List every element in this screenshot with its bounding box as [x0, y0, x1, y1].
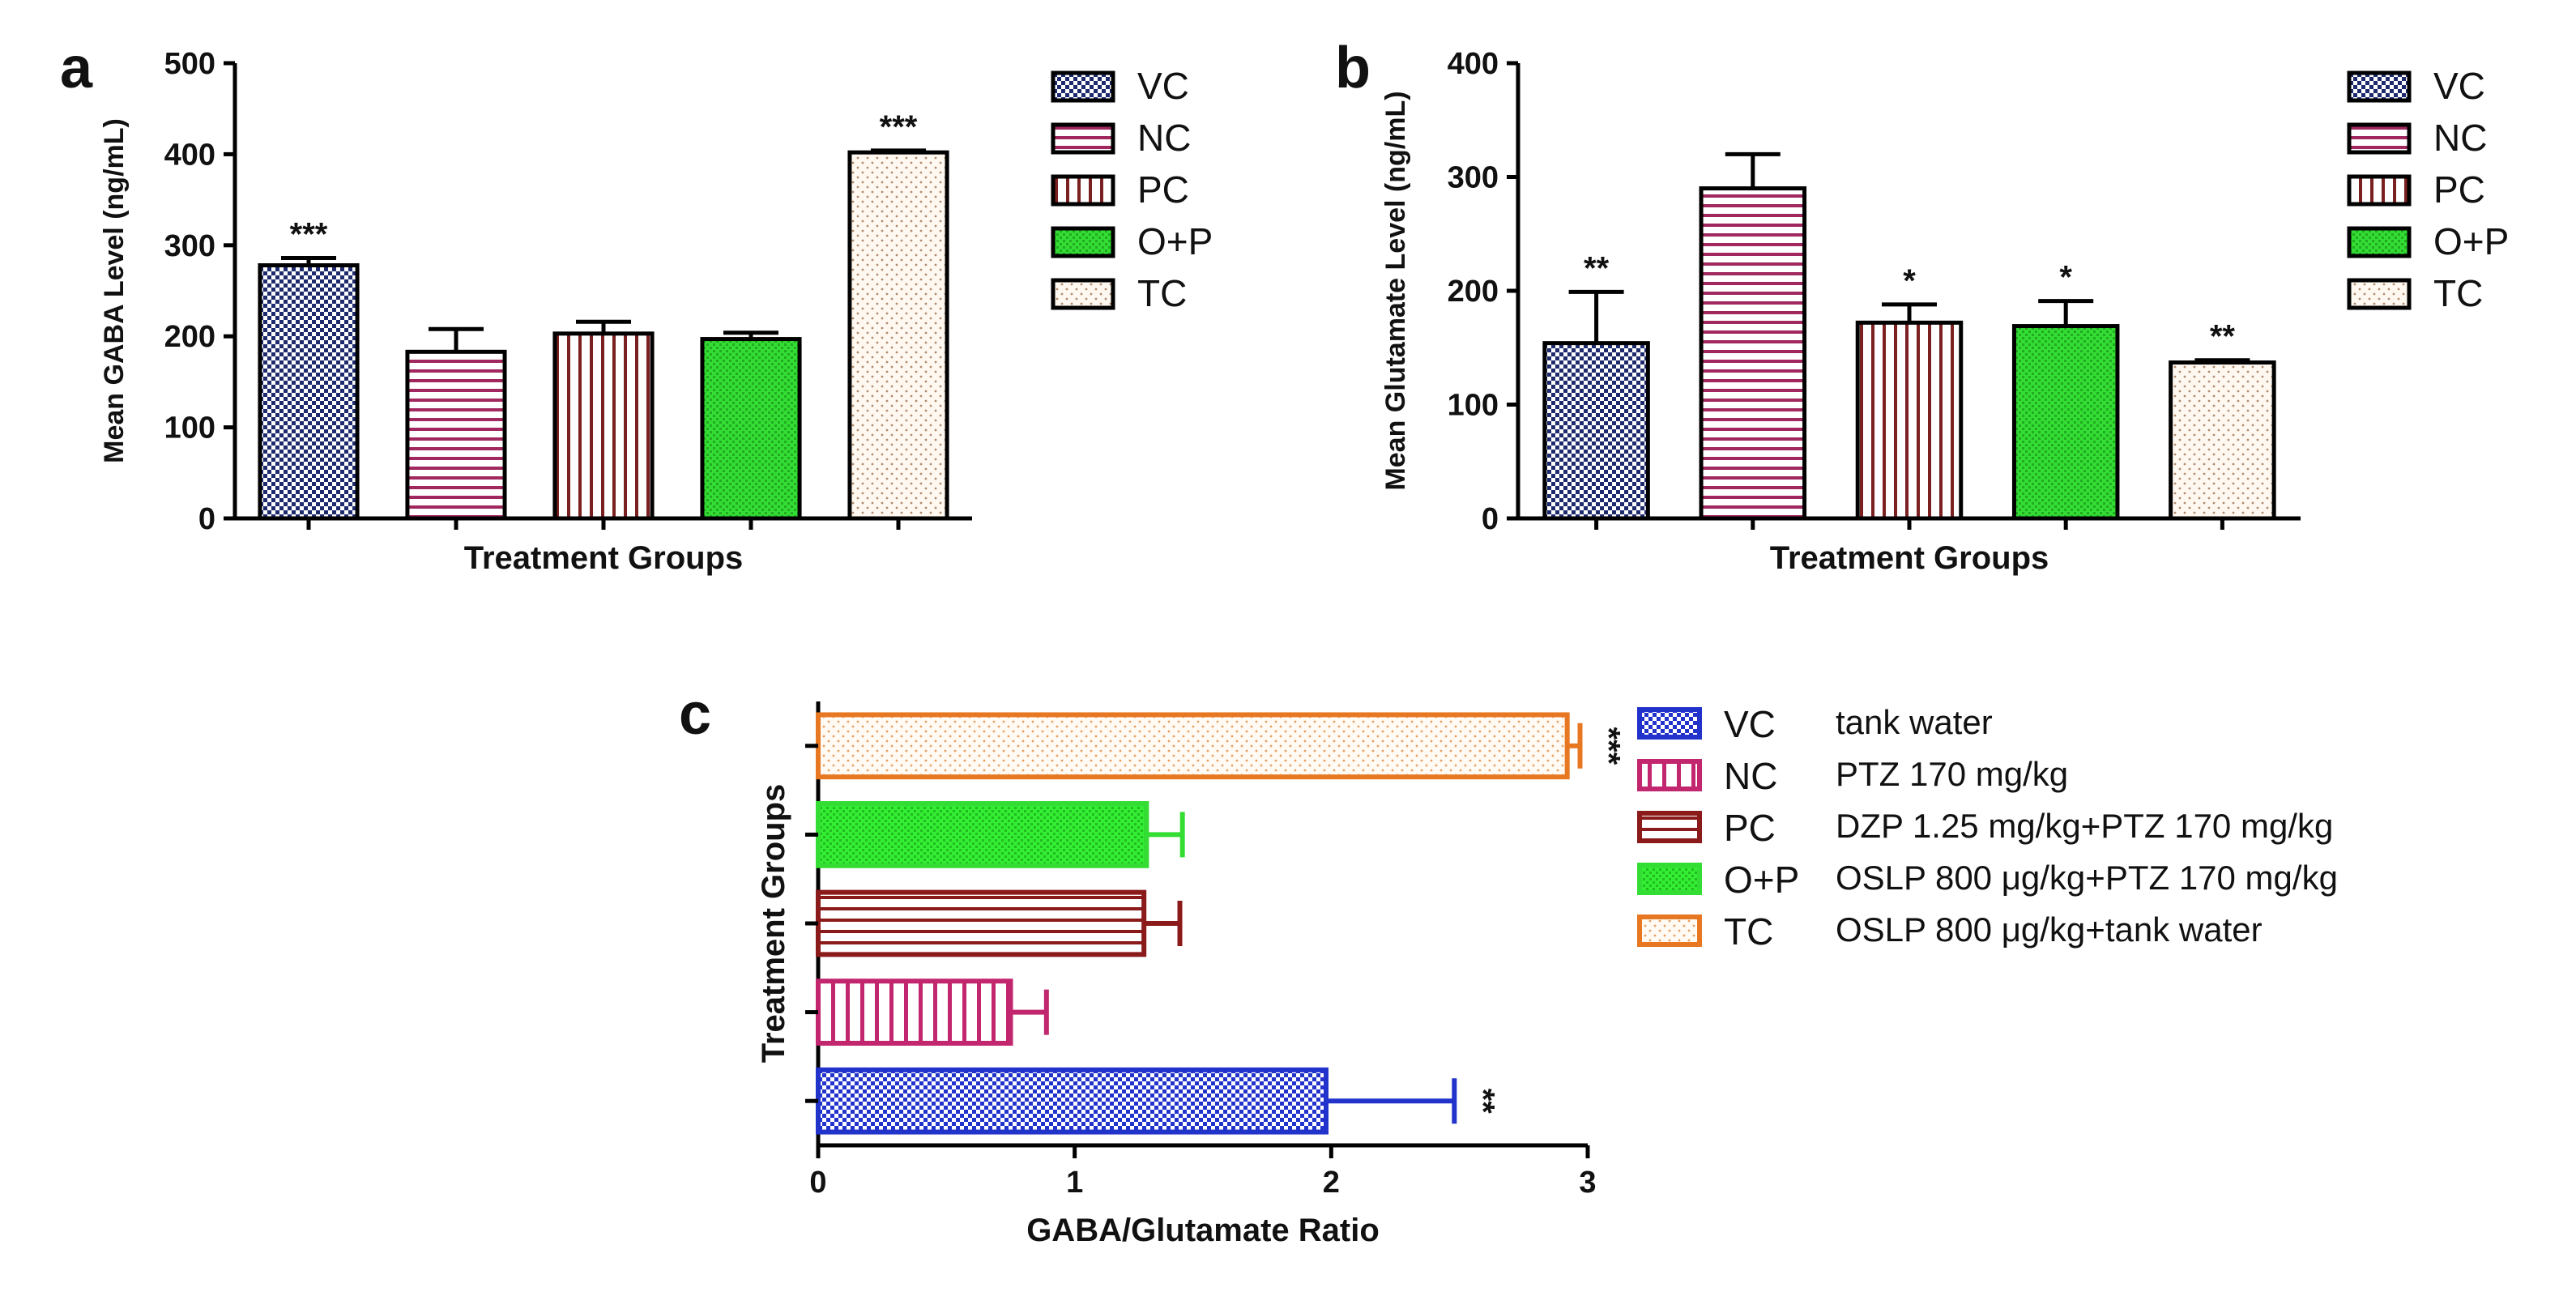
panel-letter-b: b	[1335, 36, 1371, 100]
legend-label: VC	[2433, 65, 2485, 107]
legend-label: NC	[2433, 117, 2487, 159]
bar-nc	[405, 349, 507, 521]
legend-swatch-opp	[2347, 226, 2412, 258]
bar-tc	[816, 712, 1570, 780]
y-tick-label: 0	[198, 502, 215, 536]
legend-label: VC	[1724, 703, 1776, 745]
legend-label: TC	[2433, 272, 2483, 314]
x-tick-label: 0	[809, 1166, 826, 1200]
panel-b: b Mean Glutamate Level (ng/mL) Treatment…	[1335, 36, 2509, 576]
legend-description: DZP 1.25 mg/kg+PTZ 170 mg/kg	[1836, 807, 2333, 845]
bar-vc	[816, 1067, 1329, 1135]
marks-c: 0 1 2 3*****	[805, 701, 1627, 1200]
bar-pc	[1855, 320, 1964, 521]
legend-swatch-tc	[1637, 914, 1702, 947]
significance-label: **	[1465, 1089, 1500, 1115]
legend-swatch-opp	[1637, 863, 1702, 895]
y-tick-label: 400	[1448, 47, 1499, 81]
legend-label: PC	[1724, 807, 1776, 849]
significance-label: **	[1584, 250, 1610, 286]
x-axis-title-b: Treatment Groups	[1770, 540, 2049, 576]
legend-label: NC	[1724, 755, 1777, 797]
x-axis-title-a: Treatment Groups	[464, 540, 744, 576]
legend-swatch-nc	[1051, 122, 1115, 155]
significance-label: ***	[290, 217, 328, 253]
legend-swatch-vc	[2347, 70, 2412, 103]
legend-description: OSLP 800 μg/kg+tank water	[1836, 910, 2263, 949]
bar-nc	[816, 978, 1013, 1046]
legend-label: PC	[1137, 168, 1189, 211]
bar-vc	[258, 263, 360, 521]
y-tick-label: 500	[164, 47, 215, 81]
legend-label: NC	[1137, 117, 1191, 159]
y-tick-label: 0	[1482, 502, 1499, 536]
bar-nc	[1699, 186, 1807, 521]
bar-opp	[2011, 324, 2120, 521]
significance-label: **	[2210, 319, 2236, 355]
marks-a: 0 100 200 300 400 500 *** ***	[164, 47, 972, 536]
legend-label: TC	[1724, 910, 1773, 953]
bar-vc	[1542, 341, 1650, 521]
legend-label: VC	[1137, 65, 1189, 107]
legend-label: O+P	[2433, 220, 2509, 262]
panel-letter-c: c	[679, 682, 711, 747]
bar-pc	[816, 889, 1147, 957]
legend-description: tank water	[1836, 703, 1993, 741]
y-tick-label: 300	[164, 229, 215, 263]
y-tick-label: 300	[1448, 161, 1499, 195]
legend-swatch-opp	[1051, 226, 1115, 258]
significance-label: *	[2059, 260, 2072, 296]
legend-swatch-tc	[1051, 278, 1115, 310]
legend-swatch-pc	[1051, 174, 1115, 207]
panel-a: a Mean GABA Level (ng/mL) Treatment Grou…	[60, 36, 1213, 576]
legend-label: TC	[1137, 272, 1187, 314]
bar-opp	[700, 337, 802, 521]
y-tick-label: 100	[164, 411, 215, 446]
legend-swatch-pc	[2347, 174, 2412, 207]
y-tick-label: 200	[164, 320, 215, 354]
x-tick-label: 1	[1066, 1166, 1083, 1200]
significance-label: ***	[1591, 727, 1627, 765]
legend-swatch-tc	[2347, 278, 2412, 310]
legend-a: VC NC PC O+P TC	[1051, 65, 1213, 314]
y-tick-label: 200	[1448, 275, 1499, 309]
significance-label: ***	[880, 109, 918, 145]
legend-label: O+P	[1137, 220, 1213, 262]
legend-swatch-vc	[1637, 707, 1702, 740]
y-axis-title-c: Treatment Groups	[756, 784, 791, 1064]
legend-swatch-nc	[2347, 122, 2412, 155]
legend-c: VC tank water NC PTZ 170 mg/kg PC DZP 1.25 mg…	[1637, 703, 2338, 953]
legend-description: PTZ 170 mg/kg	[1836, 755, 2068, 793]
panel-letter-a: a	[60, 36, 93, 100]
y-axis-title-b: Mean Glutamate Level (ng/mL)	[1380, 91, 1411, 490]
legend-swatch-pc	[1637, 811, 1702, 843]
bar-tc	[2169, 360, 2276, 521]
bar-tc	[847, 150, 949, 521]
x-tick-label: 2	[1323, 1166, 1340, 1200]
significance-label: *	[1903, 263, 1916, 299]
bar-opp	[816, 801, 1149, 868]
panel-c: c Treatment Groups GABA/Glutamate Ratio …	[679, 682, 2338, 1248]
legend-swatch-vc	[1051, 70, 1115, 103]
legend-label: O+P	[1724, 859, 1799, 901]
legend-description: OSLP 800 μg/kg+PTZ 170 mg/kg	[1836, 859, 2338, 897]
y-axis-title-a: Mean GABA Level (ng/mL)	[99, 118, 130, 463]
legend-swatch-nc	[1637, 759, 1702, 791]
y-tick-label: 400	[164, 138, 215, 172]
y-tick-label: 100	[1448, 389, 1499, 423]
legend-b: VC NC PC O+P TC	[2347, 65, 2509, 314]
x-axis-title-c: GABA/Glutamate Ratio	[1026, 1213, 1380, 1248]
x-tick-label: 3	[1579, 1166, 1596, 1200]
bar-pc	[552, 331, 655, 521]
legend-label: PC	[2433, 168, 2485, 211]
